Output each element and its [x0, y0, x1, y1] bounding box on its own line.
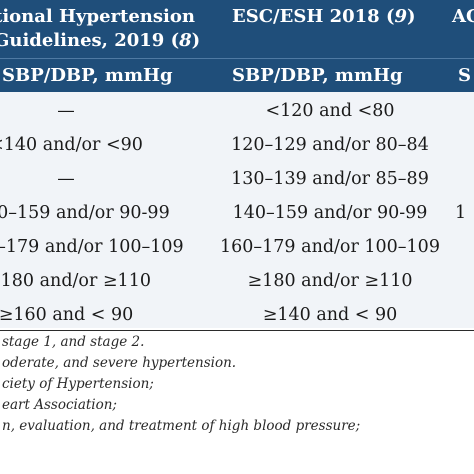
table-row: — <120 and <80 [0, 94, 474, 128]
cell-col2: 140–159 and/or 90-99 [232, 203, 428, 223]
cell-col1: ≥180 and/or ≥110 [0, 271, 151, 291]
cell-col1: <140 and/or <90 [0, 135, 143, 155]
table-row: <140 and/or <90 120–129 and/or 80–84 [0, 128, 474, 162]
cell-col2: <120 and <80 [265, 101, 395, 121]
footnote: stage 1, and stage 2. [2, 334, 145, 350]
cell-col1: — [57, 101, 75, 121]
cell-col1: 40–159 and/or 90-99 [0, 203, 170, 223]
cell-col3 [455, 162, 474, 196]
col2-title: ESC/ESH 2018 (9) [232, 6, 416, 27]
header-divider [0, 58, 474, 59]
cell-col2: ≥140 and < 90 [262, 305, 398, 325]
col1-title-line2: Guidelines, 2019 (8) [0, 30, 201, 51]
table-row: 0–179 and/or 100–109 160–179 and/or 100–… [0, 230, 474, 264]
footnote: eart Association; [2, 397, 117, 413]
footnote: ciety of Hypertension; [2, 376, 154, 392]
col1-title-line1: tional Hypertension [0, 6, 195, 27]
col3-subheader: S [458, 65, 471, 86]
cell-col1: 0–179 and/or 100–109 [0, 237, 184, 257]
table-bottom-rule [0, 330, 474, 331]
cell-col2: ≥180 and/or ≥110 [247, 271, 413, 291]
footnotes: stage 1, and stage 2. oderate, and sever… [0, 332, 474, 437]
cell-col3: 1 [455, 203, 467, 223]
cell-col3 [455, 230, 474, 264]
col3-title: AC [452, 6, 474, 27]
cell-col3 [455, 94, 474, 128]
col1-subheader: SBP/DBP, mmHg [2, 65, 173, 86]
cell-col2: 160–179 and/or 100–109 [220, 237, 440, 257]
table-row: ≥180 and/or ≥110 ≥180 and/or ≥110 [0, 264, 474, 298]
cell-col3 [455, 264, 474, 298]
cell-col1: — [57, 169, 75, 189]
footnote: oderate, and severe hypertension. [2, 355, 237, 371]
table-body [0, 92, 474, 328]
cell-col3 [455, 298, 474, 332]
cell-col2: 130–139 and/or 85–89 [231, 169, 429, 189]
table-row: — 130–139 and/or 85–89 [0, 162, 474, 196]
table-row: 40–159 and/or 90-99 140–159 and/or 90-99… [0, 196, 474, 230]
col2-subheader: SBP/DBP, mmHg [232, 65, 403, 86]
cell-col3 [455, 128, 474, 162]
footnote: n, evaluation, and treatment of high blo… [2, 418, 361, 434]
table-row: ≥160 and < 90 ≥140 and < 90 [0, 298, 474, 332]
cell-col2: 120–129 and/or 80–84 [231, 135, 429, 155]
table-header [0, 0, 474, 92]
cell-col1: ≥160 and < 90 [0, 305, 134, 325]
